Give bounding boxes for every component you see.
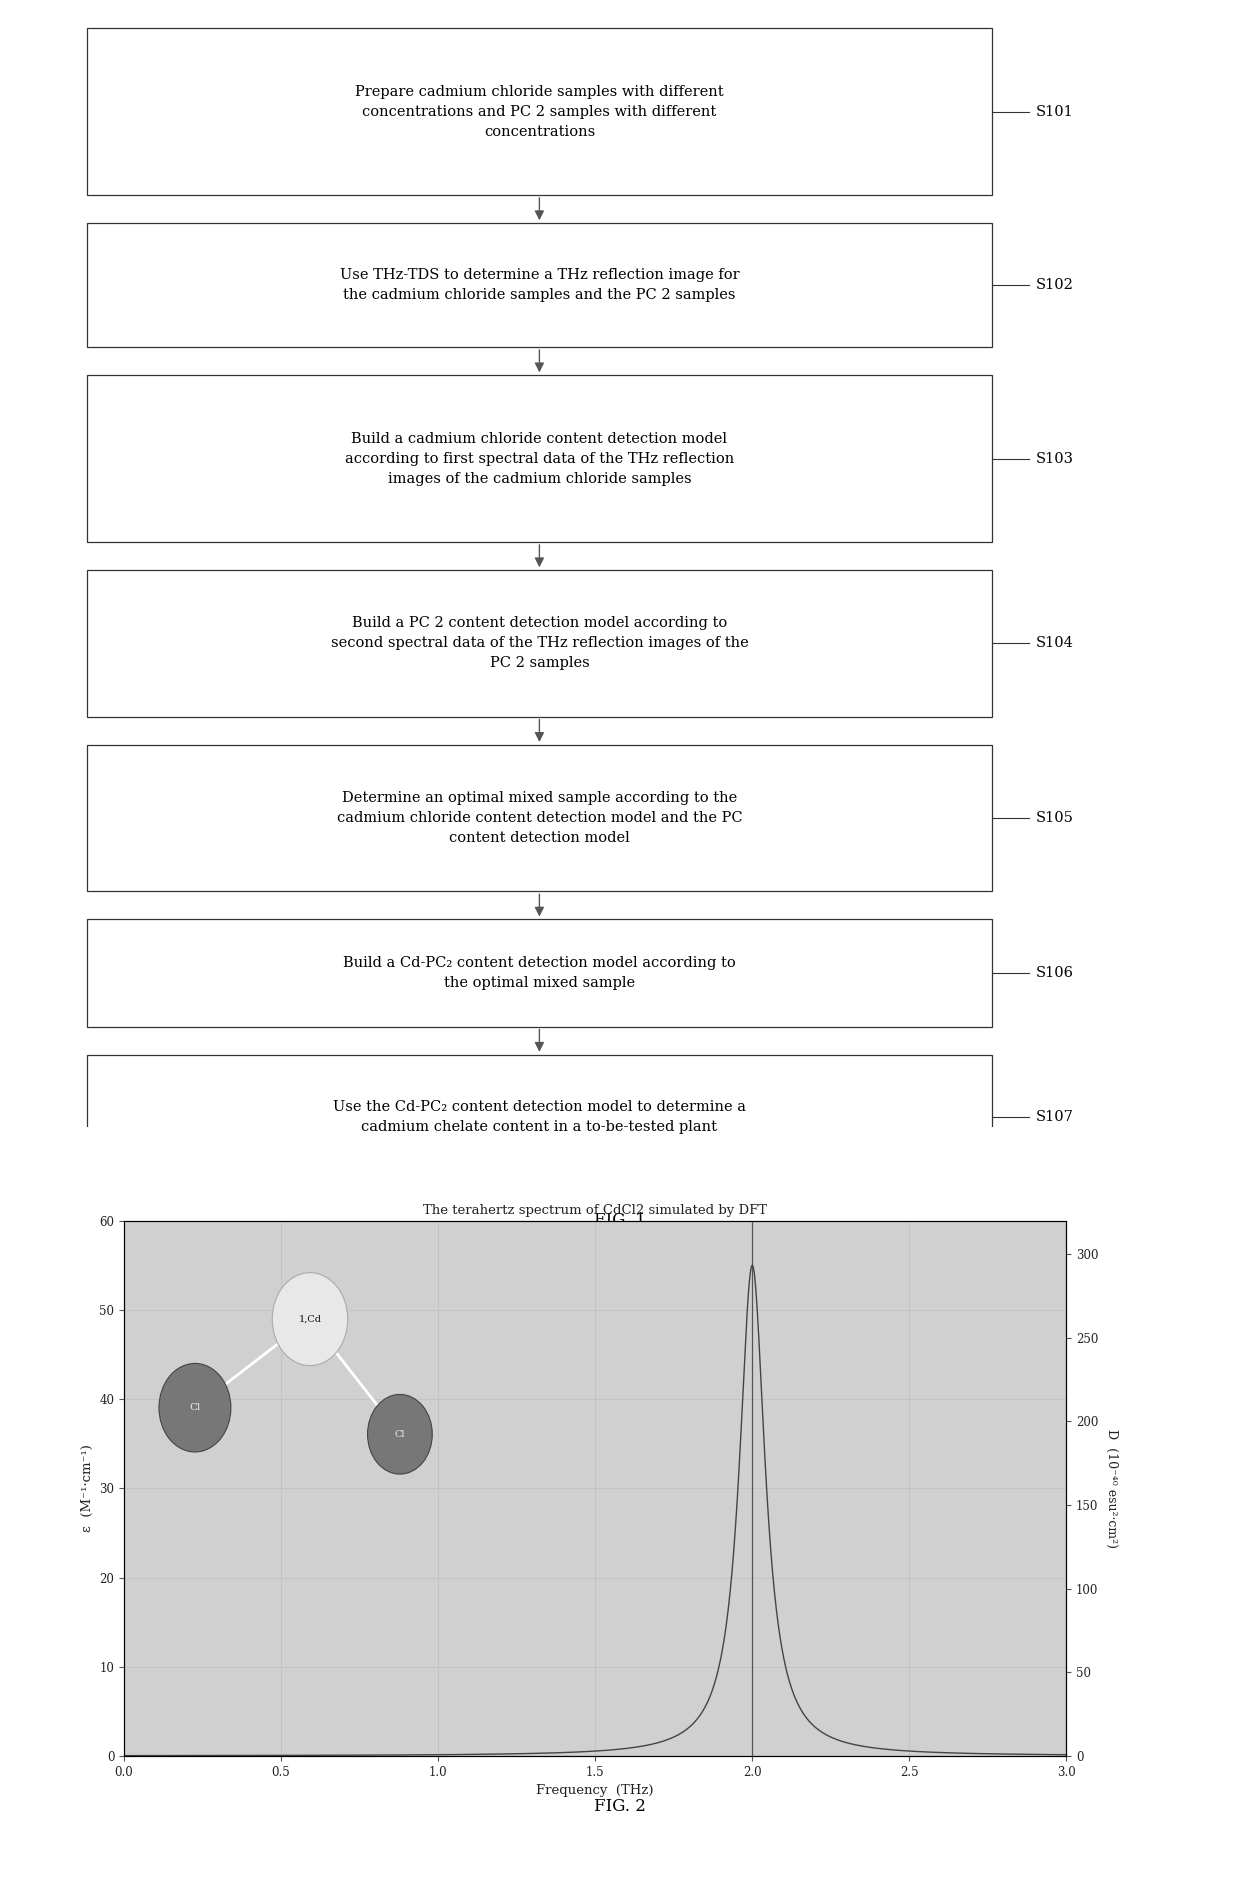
Text: S107: S107 — [1035, 1110, 1074, 1123]
Text: Build a PC 2 content detection model according to
second spectral data of the TH: Build a PC 2 content detection model acc… — [331, 616, 748, 670]
Circle shape — [273, 1273, 347, 1365]
Text: Build a cadmium chloride content detection model
according to first spectral dat: Build a cadmium chloride content detecti… — [345, 432, 734, 486]
Text: S105: S105 — [1035, 811, 1074, 824]
FancyBboxPatch shape — [87, 376, 992, 543]
FancyBboxPatch shape — [87, 746, 992, 892]
FancyBboxPatch shape — [87, 28, 992, 195]
Circle shape — [367, 1393, 433, 1474]
Text: FIG. 2: FIG. 2 — [594, 1797, 646, 1816]
Text: Cl: Cl — [190, 1403, 201, 1412]
Y-axis label: D  (10⁻⁴⁰ esu²·cm²): D (10⁻⁴⁰ esu²·cm²) — [1105, 1429, 1118, 1547]
Text: S103: S103 — [1035, 451, 1074, 466]
FancyBboxPatch shape — [87, 920, 992, 1027]
Text: Use THz-TDS to determine a THz reflection image for
the cadmium chloride samples: Use THz-TDS to determine a THz reflectio… — [340, 269, 739, 302]
FancyBboxPatch shape — [87, 571, 992, 717]
Text: S102: S102 — [1035, 278, 1074, 293]
Text: 1,Cd: 1,Cd — [299, 1315, 321, 1324]
Circle shape — [159, 1363, 231, 1452]
Text: Use the Cd-PC₂ content detection model to determine a
cadmium chelate content in: Use the Cd-PC₂ content detection model t… — [332, 1101, 746, 1134]
Y-axis label: ε  (M⁻¹·cm⁻¹): ε (M⁻¹·cm⁻¹) — [81, 1444, 94, 1532]
Text: Build a Cd-PC₂ content detection model according to
the optimal mixed sample: Build a Cd-PC₂ content detection model a… — [343, 956, 735, 990]
FancyBboxPatch shape — [87, 1055, 992, 1179]
Text: Cl: Cl — [394, 1429, 405, 1439]
Title: The terahertz spectrum of CdCl2 simulated by DFT: The terahertz spectrum of CdCl2 simulate… — [423, 1204, 768, 1217]
Text: Prepare cadmium chloride samples with different
concentrations and PC 2 samples : Prepare cadmium chloride samples with di… — [355, 85, 724, 139]
Text: FIG. 1: FIG. 1 — [594, 1213, 646, 1230]
X-axis label: Frequency  (THz): Frequency (THz) — [537, 1784, 653, 1797]
Text: S104: S104 — [1035, 637, 1074, 650]
Text: Determine an optimal mixed sample according to the
cadmium chloride content dete: Determine an optimal mixed sample accord… — [336, 791, 743, 845]
Text: S106: S106 — [1035, 965, 1074, 980]
Text: S101: S101 — [1035, 105, 1073, 118]
FancyBboxPatch shape — [87, 223, 992, 347]
